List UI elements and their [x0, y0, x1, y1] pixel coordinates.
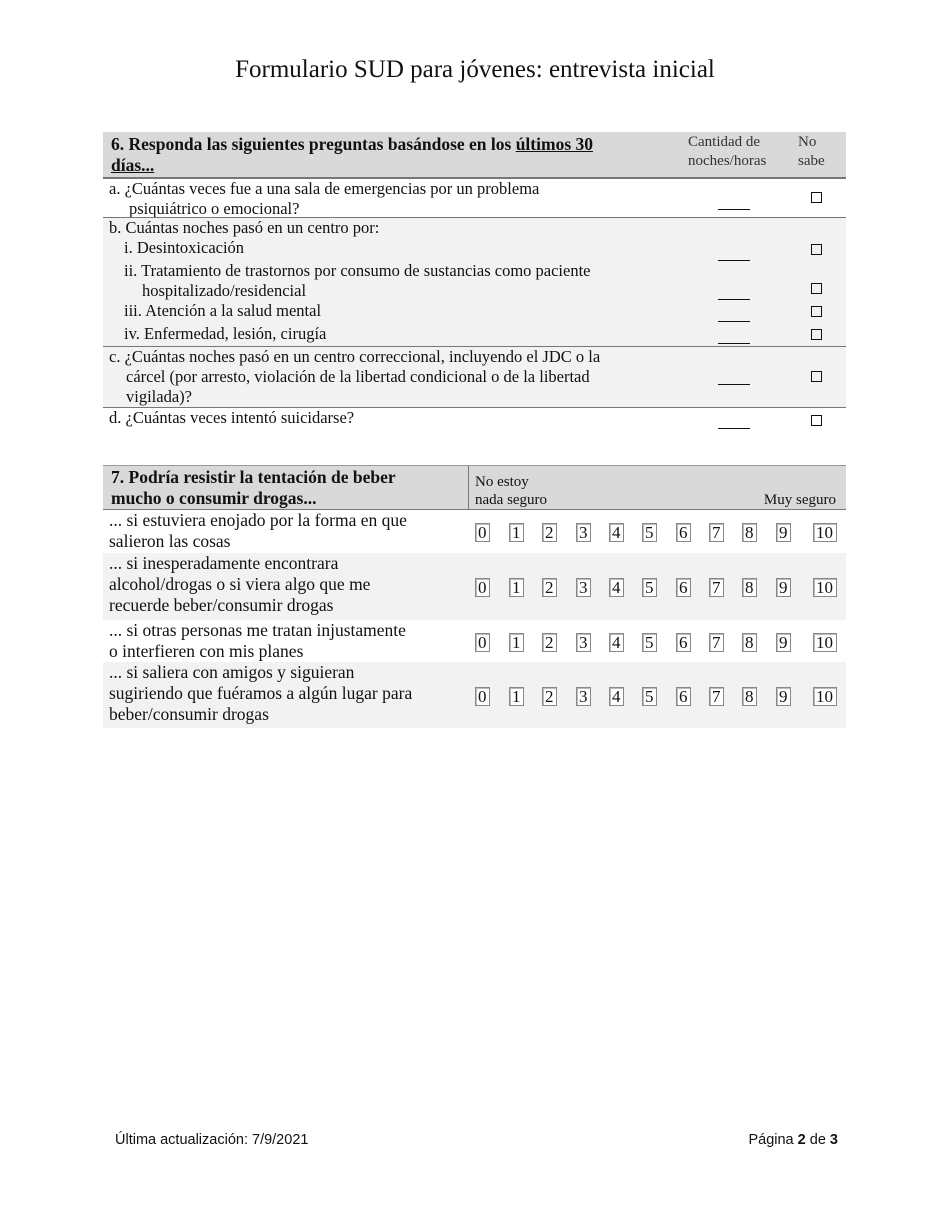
rating-scale: 0 1 2 3 4 5 6 7 8 9 10 [475, 662, 846, 728]
q6-item-b: b. Cuántas noches pasó en un centro por:… [103, 217, 846, 346]
rating-option-4[interactable]: 4 [609, 686, 624, 706]
scale-low-label: No estoy nada seguro [475, 474, 548, 508]
rating-scale: 0 1 2 3 4 5 6 7 8 9 10 [475, 553, 846, 620]
amount-field-mental-health[interactable] [718, 321, 750, 322]
rating-option-3[interactable]: 3 [576, 632, 591, 652]
rating-option-0[interactable]: 0 [475, 578, 490, 597]
page-title: Formulario SUD para jóvenes: entrevista … [235, 56, 715, 83]
item-text: ... si inesperadamente encontrara [109, 553, 339, 573]
unknown-checkbox-detox[interactable] [811, 244, 822, 255]
rating-option-6[interactable]: 6 [676, 578, 691, 597]
rating-option-5[interactable]: 5 [642, 632, 657, 652]
item-text: ... si saliera con amigos y siguieran [109, 662, 355, 682]
rating-option-0[interactable]: 0 [475, 686, 490, 706]
rating-option-4[interactable]: 4 [609, 632, 624, 652]
rating-option-5[interactable]: 5 [642, 523, 657, 542]
rating-option-3[interactable]: 3 [576, 686, 591, 706]
rating-option-6[interactable]: 6 [676, 523, 691, 542]
rating-option-6[interactable]: 6 [676, 686, 691, 706]
rating-option-4[interactable]: 4 [609, 523, 624, 542]
rating-option-7[interactable]: 7 [709, 578, 724, 597]
rating-option-7[interactable]: 7 [709, 632, 724, 652]
rating-option-6[interactable]: 6 [676, 632, 691, 652]
item-text: salieron las cosas [109, 531, 231, 551]
q6-heading: 6. Responda las siguientes preguntas bas… [111, 134, 594, 175]
rating-option-9[interactable]: 9 [776, 632, 791, 652]
item-text: ... si estuviera enojado por la forma en… [109, 510, 407, 530]
q6-table: 6. Responda las siguientes preguntas bas… [103, 132, 846, 433]
rating-option-1[interactable]: 1 [509, 632, 524, 652]
q7-item: ... si inesperadamente encontrara alcohol… [103, 553, 846, 620]
item-text: sugiriendo que fuéramos a algún lugar pa… [109, 683, 413, 703]
last-updated: Última actualización: 7/9/2021 [115, 1132, 309, 1148]
q6-header: 6. Responda las siguientes preguntas bas… [103, 132, 846, 178]
rating-option-0[interactable]: 0 [475, 523, 490, 542]
rating-option-9[interactable]: 9 [776, 686, 791, 706]
rating-option-1[interactable]: 1 [509, 686, 524, 706]
rating-option-10[interactable]: 10 [813, 578, 837, 597]
q7-table: 7. Podría resistir la tentación de beber… [103, 465, 846, 728]
rating-option-8[interactable]: 8 [742, 523, 757, 542]
rating-option-10[interactable]: 10 [813, 686, 837, 706]
unknown-checkbox-illness[interactable] [811, 329, 822, 340]
q7-header: 7. Podría resistir la tentación de beber… [103, 465, 846, 510]
q7-heading: 7. Podría resistir la tentación de beber… [111, 467, 396, 508]
scale-high-label: Muy seguro [763, 492, 836, 508]
rating-option-7[interactable]: 7 [709, 686, 724, 706]
rating-option-2[interactable]: 2 [542, 578, 557, 597]
item-text: beber/consumir drogas [109, 704, 269, 724]
rating-option-2[interactable]: 2 [542, 686, 557, 706]
col-amount-header: Cantidad de noches/horas [688, 134, 767, 169]
unknown-checkbox-mental-health[interactable] [811, 306, 822, 317]
q7-item: ... si estuviera enojado por la forma en… [103, 510, 846, 553]
unknown-checkbox[interactable] [811, 192, 822, 203]
amount-field[interactable] [718, 209, 750, 210]
rating-option-10[interactable]: 10 [813, 523, 837, 542]
rating-option-3[interactable]: 3 [576, 523, 591, 542]
rating-scale: 0 1 2 3 4 5 6 7 8 9 10 [475, 510, 846, 553]
unknown-checkbox[interactable] [811, 371, 822, 382]
rating-option-2[interactable]: 2 [542, 632, 557, 652]
amount-field-illness[interactable] [718, 343, 750, 344]
rating-option-7[interactable]: 7 [709, 523, 724, 542]
rating-option-0[interactable]: 0 [475, 632, 490, 652]
q6-item-d: d. ¿Cuántas veces intentó suicidarse? [103, 407, 846, 433]
rating-option-8[interactable]: 8 [742, 686, 757, 706]
amount-field[interactable] [718, 428, 750, 429]
rating-option-9[interactable]: 9 [776, 523, 791, 542]
unknown-checkbox[interactable] [811, 415, 822, 426]
amount-field-treatment[interactable] [718, 299, 750, 300]
rating-option-1[interactable]: 1 [509, 578, 524, 597]
item-text: ... si otras personas me tratan injustam… [109, 620, 406, 640]
rating-option-5[interactable]: 5 [642, 578, 657, 597]
unknown-checkbox-treatment[interactable] [811, 283, 822, 294]
amount-field[interactable] [718, 384, 750, 385]
item-text: alcohol/drogas o si viera algo que me [109, 574, 371, 594]
rating-option-3[interactable]: 3 [576, 578, 591, 597]
rating-option-9[interactable]: 9 [776, 578, 791, 597]
item-text: o interfieren con mis planes [109, 641, 304, 661]
q7-item: ... si saliera con amigos y siguieran sug… [103, 662, 846, 728]
q6-item-c: c. ¿Cuántas noches pasó en un centro cor… [103, 346, 846, 407]
amount-field-detox[interactable] [718, 260, 750, 261]
page-number: Página 2 de 3 [748, 1132, 838, 1148]
rating-option-8[interactable]: 8 [742, 578, 757, 597]
q6-item-a: a. ¿Cuántas veces fue a una sala de emer… [103, 178, 846, 218]
rating-option-10[interactable]: 10 [813, 632, 837, 652]
rating-option-2[interactable]: 2 [542, 523, 557, 542]
rating-option-8[interactable]: 8 [742, 632, 757, 652]
rating-scale: 0 1 2 3 4 5 6 7 8 9 10 [475, 620, 846, 662]
rating-option-1[interactable]: 1 [509, 523, 524, 542]
item-text: recuerde beber/consumir drogas [109, 595, 334, 615]
rating-option-5[interactable]: 5 [642, 686, 657, 706]
q7-item: ... si otras personas me tratan injustam… [103, 620, 846, 662]
rating-option-4[interactable]: 4 [609, 578, 624, 597]
col-unknown-header: No sabe [798, 134, 825, 169]
